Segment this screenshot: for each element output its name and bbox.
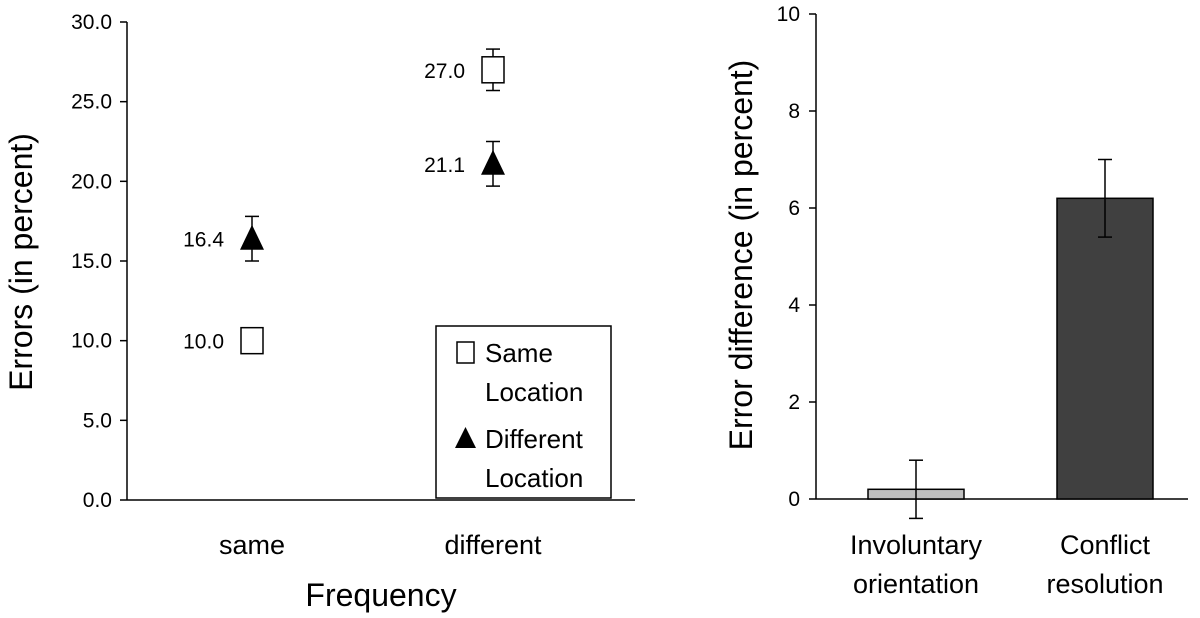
legend-entry-different-line1: Different — [485, 424, 584, 454]
left-y-tick-label: 5.0 — [83, 409, 112, 432]
legend: Same Location Different Location — [435, 325, 612, 499]
right-chart: 0 2 4 6 8 10 Involuntary orientation Conflict re… — [723, 3, 1188, 599]
left-y-tick-label: 15.0 — [71, 250, 112, 273]
legend-entry-same-line2: Location — [485, 377, 583, 407]
data-label: 10.0 — [183, 331, 224, 354]
right-x-category-label: resolution — [1046, 569, 1163, 599]
right-x-category-label: orientation — [853, 569, 979, 599]
legend-triangle-marker — [455, 427, 476, 448]
right-y-tick-label: 6 — [788, 197, 800, 220]
left-x-axis-title: Frequency — [305, 577, 456, 613]
left-y-tick-label: 0.0 — [83, 489, 112, 512]
right-y-tick-label: 8 — [788, 100, 800, 123]
left-y-axis-title: Errors (in percent) — [3, 133, 39, 391]
data-point-triangle — [240, 224, 264, 250]
left-y-tick-label: 20.0 — [71, 170, 112, 193]
data-label: 21.1 — [424, 154, 465, 177]
right-y-tick-label: 2 — [788, 391, 800, 414]
legend-entry-different-line2: Location — [485, 463, 583, 493]
data-label: 16.4 — [183, 229, 224, 252]
right-x-category-label: Involuntary — [850, 530, 983, 560]
right-y-axis-title: Error difference (in percent) — [723, 60, 759, 451]
right-x-category-label: Conflict — [1060, 530, 1151, 560]
data-point-triangle — [481, 149, 505, 175]
data-label: 27.0 — [424, 60, 465, 83]
legend-entry-same-line1: Same — [485, 338, 553, 368]
left-x-category-label: same — [219, 530, 285, 560]
data-point-square — [481, 56, 505, 84]
left-y-tick-label: 10.0 — [71, 330, 112, 353]
left-x-category-label: different — [444, 530, 542, 560]
left-y-tick-label: 30.0 — [71, 11, 112, 34]
data-point-square — [240, 326, 264, 355]
left-y-tick-label: 25.0 — [71, 91, 112, 114]
bar — [1056, 197, 1154, 500]
left-chart: 0.0 5.0 10.0 15.0 20.0 25.0 30.0 same different… — [3, 11, 635, 613]
right-y-tick-label: 4 — [788, 294, 800, 317]
right-y-tick-label: 0 — [788, 488, 800, 511]
legend-square-marker — [456, 341, 475, 364]
right-y-tick-label: 10 — [777, 3, 800, 26]
